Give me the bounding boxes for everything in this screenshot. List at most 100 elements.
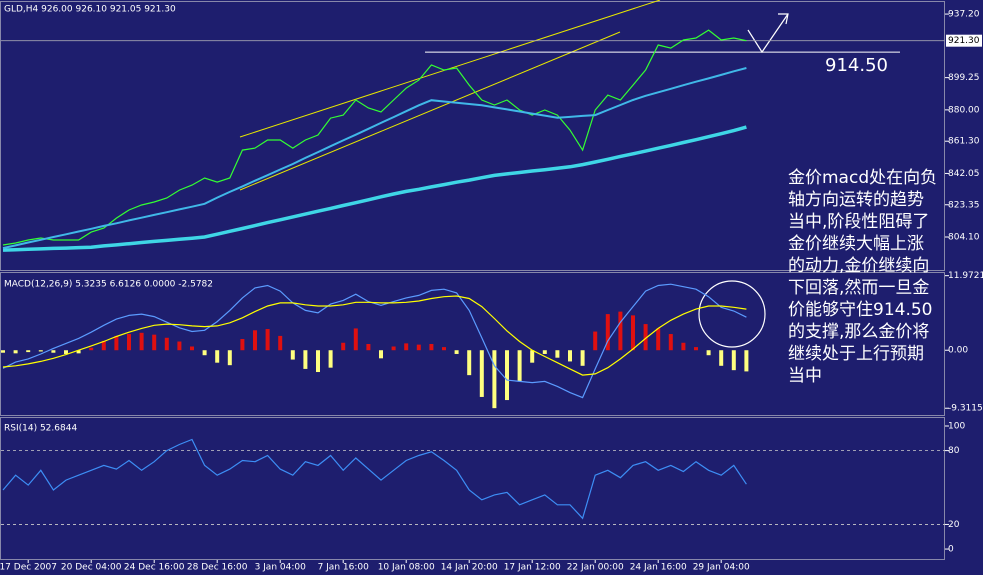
y-tick-label: 937.20 xyxy=(948,10,980,20)
y-tick-label: 880.00 xyxy=(948,105,980,115)
y-tick-label: 842.05 xyxy=(948,169,980,179)
histogram-bar xyxy=(568,350,572,362)
annotation-text: 价能够守住914.50 xyxy=(788,300,932,320)
annotation-text: 当中 xyxy=(788,366,822,386)
histogram-bar xyxy=(542,350,547,354)
histogram-bar xyxy=(631,315,635,351)
histogram-bar xyxy=(744,350,749,372)
y-tick-label: 823.35 xyxy=(948,200,980,210)
histogram-bar xyxy=(492,350,497,409)
annotation-text: 金价继续大幅上涨 xyxy=(788,234,924,254)
histogram-bar xyxy=(429,344,434,351)
histogram-bar xyxy=(442,347,446,351)
histogram-bar xyxy=(253,330,257,351)
y-tick-label: -9.3115 xyxy=(948,404,983,414)
y-tick-label: 11.9721 xyxy=(948,271,983,281)
histogram-bar xyxy=(215,350,220,363)
histogram-bar xyxy=(731,350,736,371)
histogram-bar xyxy=(618,311,623,351)
histogram-bar xyxy=(668,334,673,351)
price-panel xyxy=(0,1,945,271)
histogram-bar xyxy=(152,334,157,351)
y-tick-label: 0 xyxy=(948,545,954,555)
histogram-bar xyxy=(341,342,346,351)
histogram-bar xyxy=(366,344,371,351)
y-tick-label: 20 xyxy=(948,520,960,530)
histogram-bar xyxy=(517,350,522,382)
x-tick-label: 22 Jan 00:00 xyxy=(567,563,624,573)
x-tick-label: 7 Jan 16:00 xyxy=(318,563,370,573)
rsi-panel xyxy=(0,417,945,560)
histogram-bar xyxy=(26,350,31,353)
histogram-bar xyxy=(706,350,711,356)
histogram-bar xyxy=(290,350,295,360)
histogram-bar xyxy=(656,328,661,351)
histogram-bar xyxy=(101,340,106,351)
y-tick-label: 861.30 xyxy=(948,137,980,147)
histogram-bar xyxy=(555,350,560,358)
histogram-bar xyxy=(404,343,409,351)
macd-panel xyxy=(0,272,945,416)
price-marker xyxy=(946,34,982,47)
histogram-bar xyxy=(328,350,333,368)
histogram-bar xyxy=(114,335,119,351)
x-tick-label: 10 Jan 08:00 xyxy=(378,563,435,573)
annotation-text: 的支撑,那么金价将 xyxy=(788,322,929,342)
histogram-bar xyxy=(1,350,5,353)
histogram-bar xyxy=(177,341,182,351)
series-line xyxy=(2,438,747,520)
histogram-bar xyxy=(202,350,207,356)
histogram-bar xyxy=(127,334,131,351)
y-tick-label: 899.25 xyxy=(948,73,980,83)
histogram-bar xyxy=(719,350,724,366)
level-label: 914.50 xyxy=(825,55,888,76)
x-tick-label: 14 Jan 20:00 xyxy=(441,563,498,573)
channel-lower xyxy=(239,31,621,191)
histogram-bar xyxy=(505,350,509,401)
histogram-bar xyxy=(227,350,232,366)
histogram-bar xyxy=(51,350,56,353)
histogram-bar xyxy=(479,350,484,397)
arrow-head xyxy=(778,13,789,25)
histogram-bar xyxy=(164,337,169,351)
histogram-bar xyxy=(278,335,283,351)
series-line xyxy=(2,295,747,376)
annotation-text: 继续处于上行预期 xyxy=(788,344,924,364)
series-line xyxy=(2,29,747,246)
price-marker-label: 921.30 xyxy=(948,36,980,46)
histogram-bar xyxy=(316,350,320,373)
annotation-text: 下回落,然而一旦金 xyxy=(788,278,929,298)
histogram-bar xyxy=(89,347,94,351)
histogram-bar xyxy=(353,328,358,351)
annotation-text: 当中,阶段性阻碍了 xyxy=(788,212,929,232)
highlight-circle xyxy=(698,280,766,348)
histogram-bar xyxy=(76,350,81,354)
histogram-bar xyxy=(416,344,421,351)
y-tick-label: 80 xyxy=(948,446,960,456)
x-tick-label: 24 Dec 16:00 xyxy=(124,563,185,573)
histogram-bar xyxy=(303,350,308,369)
histogram-bar xyxy=(240,339,245,351)
histogram-bar xyxy=(681,342,686,351)
x-tick-label: 20 Dec 04:00 xyxy=(61,563,122,573)
histogram-bar xyxy=(580,350,585,366)
histogram-bar xyxy=(190,346,194,351)
x-tick-label: 17 Dec 2007 xyxy=(0,563,57,573)
rsi-title: RSI(14) 52.6844 xyxy=(4,424,77,434)
histogram-bar xyxy=(265,329,270,351)
annotation-text: 的动力,金价继续向 xyxy=(788,256,929,276)
histogram-bar xyxy=(593,331,598,351)
x-tick-label: 3 Jan 04:00 xyxy=(255,563,307,573)
histogram-bar xyxy=(391,346,396,351)
histogram-bar xyxy=(454,350,459,354)
macd-title: MACD(12,26,9) 5.3235 6.6126 0.0000 -2.57… xyxy=(4,280,213,290)
histogram-bar xyxy=(530,350,535,363)
histogram-bar xyxy=(379,350,383,359)
histogram-bar xyxy=(643,324,648,351)
histogram-bar xyxy=(605,314,610,351)
series-line xyxy=(2,67,747,250)
series-line xyxy=(2,125,747,252)
x-tick-label: 29 Jan 04:00 xyxy=(693,563,750,573)
